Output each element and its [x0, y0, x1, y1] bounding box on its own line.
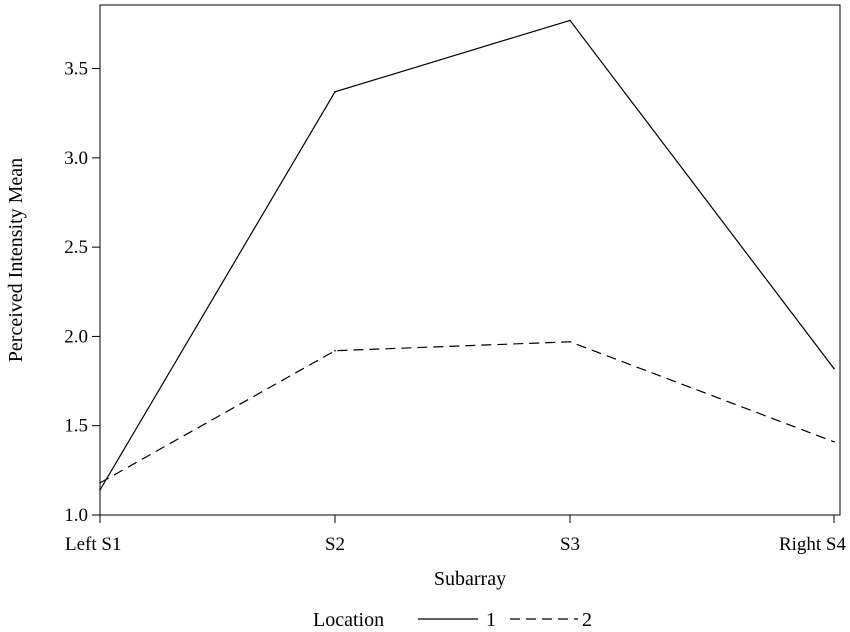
legend: Location 1 2	[313, 609, 592, 631]
data-point-series-2-2	[569, 341, 571, 343]
y-tick-label-4: 3.0	[64, 148, 88, 169]
y-axis-title: Perceived Intensity Mean	[5, 158, 27, 362]
y-axis: 1.0 1.5 2.0 2.5 3.0 3.5	[64, 59, 100, 526]
y-tick-label-5: 3.5	[64, 59, 88, 80]
x-tick-label-2: S3	[560, 534, 580, 555]
y-tick-label-3: 2.5	[64, 237, 88, 258]
data-point-series-1-2	[569, 19, 571, 22]
data-point-series-2-3	[833, 441, 835, 443]
legend-label-series-1: 1	[486, 609, 496, 631]
series-line-1	[99, 19, 835, 491]
y-tick-label-1: 1.5	[64, 416, 88, 437]
data-point-series-1-1	[334, 91, 336, 93]
x-tick-label-1: S2	[325, 534, 345, 555]
legend-label-series-2: 2	[582, 609, 592, 631]
plot-frame	[99, 4, 841, 516]
series-line-2	[99, 341, 835, 484]
x-tick-label-3: Right S4	[779, 534, 847, 555]
x-axis: Left S1 S2 S3 Right S4	[65, 515, 846, 555]
data-point-series-1-3	[833, 367, 835, 370]
data-point-series-2-0	[99, 482, 101, 484]
series-layer	[99, 19, 835, 491]
data-point-series-1-0	[99, 489, 101, 491]
y-tick-label-2: 2.0	[64, 326, 88, 347]
y-tick-label-0: 1.0	[64, 505, 88, 526]
x-tick-label-0: Left S1	[65, 534, 121, 555]
legend-title: Location	[313, 609, 384, 631]
data-point-series-2-1	[334, 349, 336, 352]
x-axis-title: Subarray	[434, 568, 506, 590]
